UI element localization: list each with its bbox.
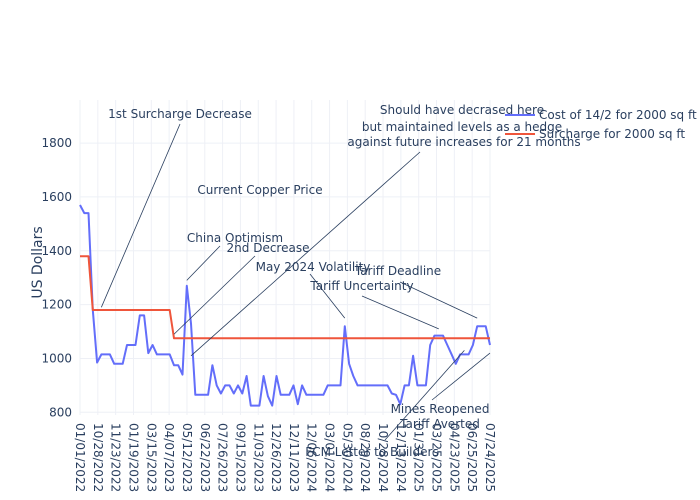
series <box>79 204 491 407</box>
x-tick-label: 07/24/2025 <box>483 423 497 492</box>
x-tick-label: 10/28/2022 <box>91 423 105 492</box>
annotation-arrow <box>100 123 181 308</box>
x-tick-label: 05/12/2023 <box>180 423 194 492</box>
annotation-label: Mines Reopened <box>391 402 490 416</box>
annotation-label: Current Copper Price <box>197 183 322 197</box>
x-tick-label: 04/23/2025 <box>447 423 461 492</box>
x-tick-label: 01/19/2023 <box>126 423 140 492</box>
y-tick-label: 1800 <box>41 136 72 150</box>
annotation-label: Tariff Averted <box>399 417 480 431</box>
annotation-arrow <box>399 281 478 319</box>
x-tick-label: 01/01/2022 <box>73 423 87 492</box>
annotation-label: May 2024 Volatility <box>256 260 371 274</box>
annotation-arrow <box>431 352 491 401</box>
y-tick-label: 800 <box>49 405 72 419</box>
annotation-label: Tariff Deadline <box>354 264 441 278</box>
legend-item-1[interactable]: Surcharge for 2000 sq ft <box>505 127 685 141</box>
annotation-label: Should have decrased here <box>380 103 544 117</box>
legend-label: Cost of 14/2 for 2000 sq ft <box>539 108 697 122</box>
y-tick-label: 1600 <box>41 190 72 204</box>
x-tick-label: 01/31/2025 <box>412 423 426 492</box>
y-tick-label: 1200 <box>41 298 72 312</box>
x-tick-label: 04/07/2023 <box>162 423 176 492</box>
annotation-label: but maintained levels as a hedge <box>362 120 562 134</box>
grid <box>79 100 491 415</box>
annotation-arrow <box>186 245 221 281</box>
series-line-1[interactable] <box>80 255 490 340</box>
axes: 800 1000 1200 1400 1600 1800 01/01/2022 10/28/2… <box>30 136 497 492</box>
annotation-label: Tariff Uncertainty <box>309 279 413 293</box>
annotation-arrow <box>190 151 421 357</box>
series-line-0[interactable] <box>79 204 491 407</box>
x-tick-label: 10/28/2024 <box>376 423 390 492</box>
x-tick-label: 08/29/2024 <box>358 423 372 492</box>
annotation-arrow <box>173 255 256 335</box>
x-tick-label: 12/06/2024 <box>305 423 319 492</box>
legend[interactable]: Cost of 14/2 for 2000 sq ft Surcharge for… <box>505 108 697 141</box>
annotation-label: FCM Letter to Builders <box>305 445 438 459</box>
x-tick-label: 03/15/2023 <box>144 423 158 492</box>
x-tick-label: 03/01/2024 <box>323 423 337 492</box>
x-tick-label: 03/25/2025 <box>430 423 444 492</box>
x-tick-label: 05/30/2024 <box>340 423 354 492</box>
annotation-arrow <box>361 295 439 330</box>
legend-item-0[interactable]: Cost of 14/2 for 2000 sq ft <box>505 108 697 122</box>
y-axis-title: US Dollars <box>30 226 46 298</box>
annotation-label: 2nd Decrease <box>227 241 310 255</box>
x-tick-label: 06/22/2023 <box>198 423 212 492</box>
annotation-label: against future increases for 21 months <box>347 135 580 149</box>
annotation-arrow <box>384 350 465 441</box>
x-tick-label: 11/03/2023 <box>251 423 265 492</box>
x-tick-label: 07/26/2023 <box>216 423 230 492</box>
annotation-label: 1st Surcharge Decrease <box>108 107 252 121</box>
y-tick-label: 1400 <box>41 244 72 258</box>
x-tick-label: 11/23/2022 <box>109 423 123 492</box>
x-tick-label: 12/26/2023 <box>269 423 283 492</box>
legend-label: Surcharge for 2000 sq ft <box>539 127 685 141</box>
annotation-label: China Optimism <box>187 231 283 245</box>
annotations: 1st Surcharge Decrease Current Copper Pri… <box>100 103 581 459</box>
x-tick-label: 12/11/2023 <box>287 423 301 492</box>
x-tick-label: 12/13/2024 <box>394 423 408 492</box>
y-tick-label: 1000 <box>41 351 72 365</box>
x-tick-label: 06/25/2025 <box>465 423 479 492</box>
annotation-arrow <box>309 273 346 319</box>
x-tick-label: 09/15/2023 <box>233 423 247 492</box>
